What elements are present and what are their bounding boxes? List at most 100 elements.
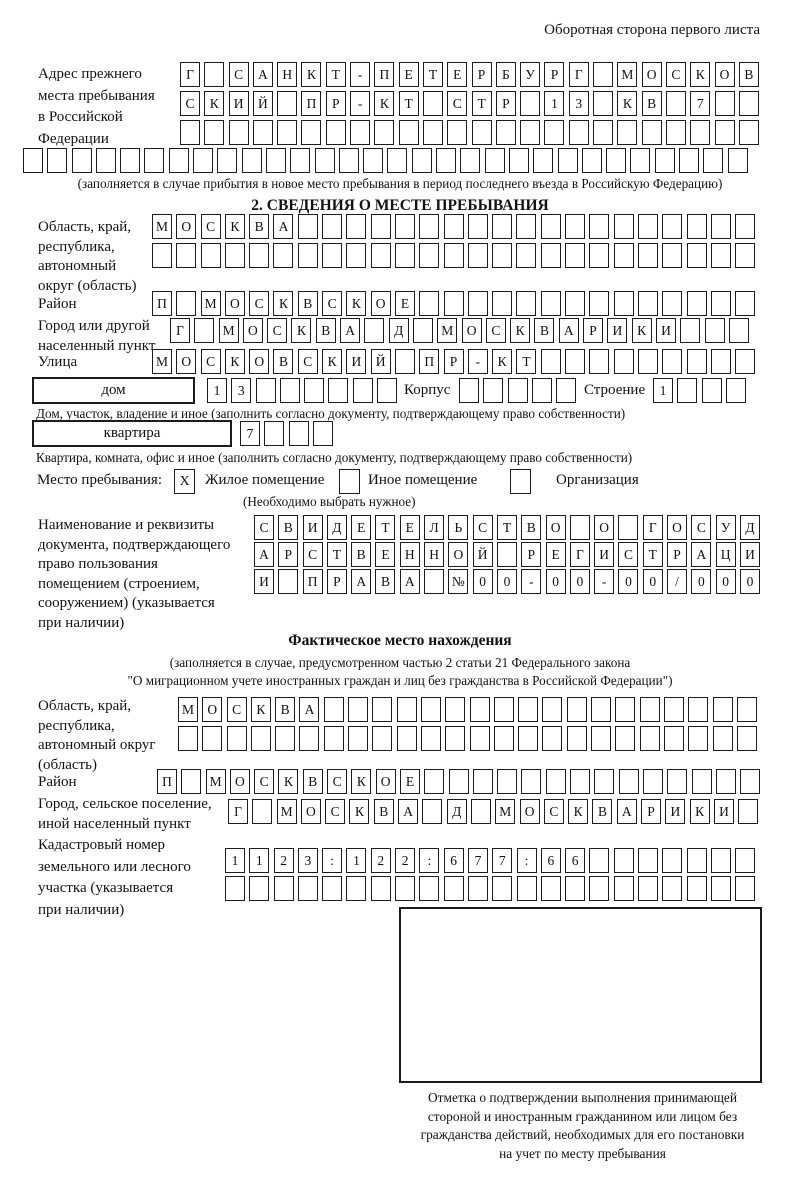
char-cell[interactable]: С <box>543 799 564 824</box>
char-cell[interactable]: О <box>229 769 250 794</box>
char-cell[interactable] <box>565 243 586 268</box>
char-cell[interactable]: 0 <box>569 569 590 594</box>
char-cell[interactable] <box>467 243 488 268</box>
char-cell[interactable]: К <box>617 91 638 116</box>
char-cell[interactable] <box>518 726 539 751</box>
char-cell[interactable]: К <box>224 349 245 374</box>
char-cell[interactable] <box>493 697 514 722</box>
char-cell[interactable] <box>273 243 294 268</box>
char-cell[interactable] <box>662 349 683 374</box>
char-cell[interactable]: - <box>521 569 542 594</box>
char-cell[interactable]: 1 <box>207 378 227 403</box>
char-cell[interactable] <box>144 148 165 173</box>
char-cell[interactable]: И <box>739 542 760 567</box>
char-cell[interactable] <box>71 148 92 173</box>
char-cell[interactable] <box>419 214 440 239</box>
char-cell[interactable]: 0 <box>691 569 712 594</box>
char-cell[interactable] <box>394 243 415 268</box>
char-cell[interactable] <box>396 697 417 722</box>
char-cell[interactable] <box>422 799 443 824</box>
char-cell[interactable] <box>663 726 684 751</box>
char-cell[interactable]: К <box>568 799 589 824</box>
char-cell[interactable]: Г <box>228 799 248 824</box>
char-cell[interactable] <box>667 769 688 794</box>
char-cell[interactable] <box>224 243 245 268</box>
char-cell[interactable] <box>618 515 639 540</box>
char-cell[interactable] <box>615 726 636 751</box>
char-cell[interactable]: И <box>665 799 686 824</box>
char-cell[interactable]: : <box>419 848 440 873</box>
char-cell[interactable] <box>443 243 464 268</box>
char-cell[interactable]: О <box>176 214 197 239</box>
char-cell[interactable]: И <box>607 318 628 343</box>
char-cell[interactable] <box>422 120 443 145</box>
char-cell[interactable] <box>690 120 711 145</box>
char-cell[interactable]: Е <box>399 769 420 794</box>
char-cell[interactable]: И <box>594 542 615 567</box>
other-premise-checkbox[interactable] <box>339 469 360 494</box>
char-cell[interactable] <box>273 876 294 901</box>
char-cell[interactable]: С <box>297 349 318 374</box>
char-cell[interactable] <box>735 243 756 268</box>
char-cell[interactable] <box>686 243 707 268</box>
char-cell[interactable] <box>589 876 610 901</box>
char-cell[interactable] <box>710 214 731 239</box>
char-cell[interactable] <box>387 148 408 173</box>
char-cell[interactable] <box>518 697 539 722</box>
char-cell[interactable]: В <box>373 799 394 824</box>
char-cell[interactable] <box>204 120 225 145</box>
char-cell[interactable] <box>591 726 612 751</box>
char-cell[interactable]: К <box>351 769 372 794</box>
char-cell[interactable]: И <box>655 318 676 343</box>
char-cell[interactable] <box>542 726 563 751</box>
char-cell[interactable] <box>738 799 759 824</box>
char-cell[interactable] <box>496 542 517 567</box>
char-cell[interactable] <box>249 243 270 268</box>
char-cell[interactable] <box>540 876 561 901</box>
char-cell[interactable]: Д <box>446 799 467 824</box>
char-cell[interactable] <box>469 726 490 751</box>
char-cell[interactable] <box>589 214 610 239</box>
char-cell[interactable] <box>484 148 505 173</box>
char-cell[interactable]: Р <box>521 542 542 567</box>
char-cell[interactable]: Р <box>278 542 299 567</box>
char-cell[interactable] <box>493 726 514 751</box>
char-cell[interactable]: № <box>448 569 469 594</box>
char-cell[interactable] <box>178 726 198 751</box>
char-cell[interactable] <box>701 378 722 403</box>
char-cell[interactable] <box>566 697 587 722</box>
char-cell[interactable] <box>350 120 371 145</box>
char-cell[interactable] <box>443 876 464 901</box>
char-cell[interactable] <box>641 120 662 145</box>
char-cell[interactable] <box>217 148 238 173</box>
char-cell[interactable]: О <box>370 291 391 316</box>
char-cell[interactable]: И <box>302 515 323 540</box>
char-cell[interactable]: К <box>349 799 370 824</box>
char-cell[interactable] <box>654 148 675 173</box>
char-cell[interactable] <box>710 291 731 316</box>
char-cell[interactable] <box>420 726 441 751</box>
char-cell[interactable]: О <box>519 799 540 824</box>
char-cell[interactable]: П <box>374 62 395 87</box>
char-cell[interactable]: А <box>558 318 579 343</box>
char-cell[interactable] <box>176 243 197 268</box>
char-cell[interactable] <box>613 848 634 873</box>
char-cell[interactable]: С <box>180 91 200 116</box>
char-cell[interactable]: С <box>472 515 493 540</box>
char-cell[interactable] <box>301 120 322 145</box>
char-cell[interactable]: Т <box>496 515 517 540</box>
char-cell[interactable]: Й <box>472 542 493 567</box>
char-cell[interactable] <box>460 148 481 173</box>
char-cell[interactable] <box>679 148 700 173</box>
char-cell[interactable] <box>202 726 223 751</box>
char-cell[interactable]: С <box>322 291 343 316</box>
char-cell[interactable] <box>370 876 391 901</box>
char-cell[interactable]: Р <box>325 91 346 116</box>
char-cell[interactable]: В <box>273 349 294 374</box>
char-cell[interactable]: А <box>254 542 274 567</box>
char-cell[interactable] <box>589 291 610 316</box>
char-cell[interactable]: К <box>273 291 294 316</box>
char-cell[interactable] <box>95 148 116 173</box>
char-cell[interactable]: Р <box>495 91 516 116</box>
char-cell[interactable] <box>176 291 197 316</box>
